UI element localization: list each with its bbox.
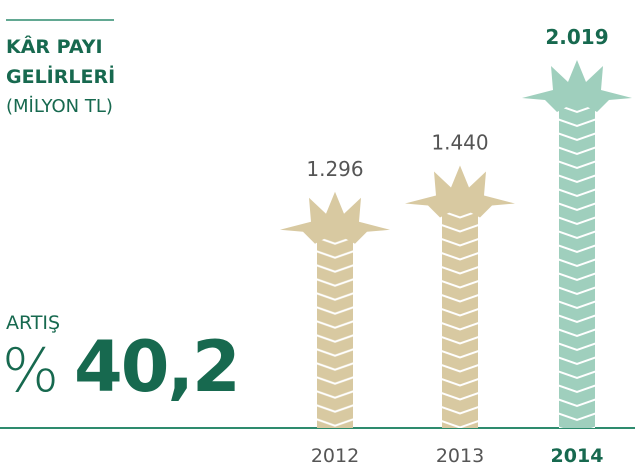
- growth-label: ARTIŞ: [6, 312, 61, 334]
- palm-bar: [522, 60, 632, 428]
- palm-crown: [405, 165, 515, 218]
- x-tick-label: 2012: [311, 445, 359, 467]
- palm-bar: [280, 191, 390, 428]
- growth-prefix: %: [2, 336, 60, 406]
- value-label: 1.296: [306, 157, 363, 181]
- palm-crown: [280, 191, 390, 244]
- chart-title: KÂR PAYI GELİRLERİ: [6, 36, 116, 88]
- palm-bar: [405, 165, 515, 428]
- chart-subtitle: (MİLYON TL): [6, 96, 113, 117]
- palm-trunk: [559, 98, 595, 428]
- x-tick-label: 2013: [436, 445, 484, 467]
- palm-crown: [522, 60, 632, 112]
- x-tick-label: 2014: [551, 445, 604, 467]
- palm-trunk: [442, 203, 478, 428]
- growth-value: 40,2: [74, 326, 241, 408]
- palm-trunk: [317, 229, 353, 428]
- value-label: 1.440: [431, 131, 488, 155]
- value-label: 2.019: [545, 25, 608, 49]
